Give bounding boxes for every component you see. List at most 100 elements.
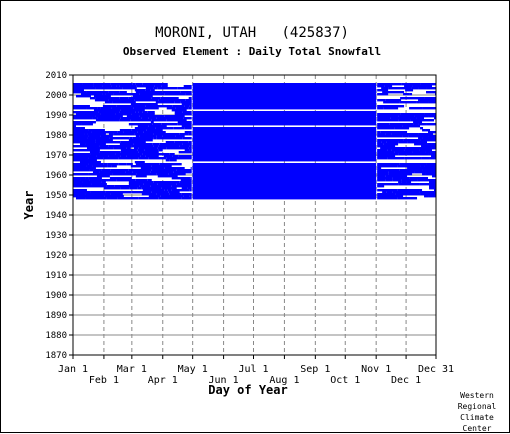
data-cell bbox=[102, 93, 106, 96]
data-cell bbox=[113, 147, 127, 150]
data-cell bbox=[73, 127, 81, 130]
data-cell bbox=[421, 157, 430, 160]
chart-subtitle: Observed Element : Daily Total Snowfall bbox=[123, 45, 381, 58]
data-cell bbox=[422, 169, 436, 172]
data-cell bbox=[88, 173, 113, 176]
data-cell bbox=[398, 153, 407, 156]
data-cell bbox=[192, 185, 377, 188]
y-tick-label: 1930 bbox=[45, 231, 67, 241]
data-cell bbox=[428, 135, 436, 138]
data-cell bbox=[108, 99, 135, 102]
data-cell bbox=[87, 137, 110, 140]
data-cell bbox=[116, 179, 136, 182]
data-cell bbox=[150, 171, 174, 174]
data-cell bbox=[434, 117, 436, 120]
data-cell bbox=[105, 93, 114, 96]
data-cell bbox=[158, 197, 182, 200]
data-cell bbox=[148, 195, 161, 198]
data-cell bbox=[97, 107, 101, 110]
data-cell bbox=[182, 143, 192, 146]
data-cell bbox=[406, 181, 412, 184]
data-cell bbox=[399, 169, 423, 172]
data-cell bbox=[429, 185, 436, 188]
data-cell bbox=[73, 135, 77, 138]
x-tick-label: Sep 1 bbox=[300, 364, 330, 375]
data-cell bbox=[131, 145, 154, 148]
data-cell bbox=[88, 129, 105, 132]
data-cell bbox=[73, 89, 84, 92]
data-cell bbox=[119, 129, 132, 132]
data-cell bbox=[377, 197, 398, 200]
data-cell bbox=[118, 163, 127, 166]
data-cell bbox=[389, 123, 414, 126]
data-cell bbox=[414, 115, 429, 118]
data-cell bbox=[377, 107, 384, 110]
data-cell bbox=[128, 183, 144, 186]
data-cell bbox=[192, 121, 377, 124]
data-cell bbox=[151, 191, 169, 194]
data-cell bbox=[192, 153, 377, 156]
data-cell bbox=[131, 129, 147, 132]
data-cell bbox=[183, 195, 190, 198]
data-cell bbox=[110, 169, 129, 172]
data-cell bbox=[398, 115, 415, 118]
data-cell bbox=[377, 169, 400, 172]
data-cell bbox=[73, 105, 90, 108]
data-cell bbox=[159, 163, 182, 166]
data-cell bbox=[180, 179, 192, 182]
data-cell bbox=[172, 105, 185, 108]
data-cell bbox=[105, 191, 132, 194]
data-cell bbox=[138, 151, 159, 154]
data-cell bbox=[86, 91, 109, 94]
data-cell bbox=[426, 163, 436, 166]
data-cell bbox=[173, 127, 185, 130]
data-cell bbox=[377, 193, 396, 196]
data-cell bbox=[431, 91, 436, 94]
data-cell bbox=[126, 163, 133, 166]
data-cell bbox=[418, 133, 434, 136]
data-cell bbox=[171, 109, 187, 112]
data-cell bbox=[391, 149, 405, 152]
data-cell bbox=[189, 189, 192, 192]
data-cell bbox=[412, 151, 426, 154]
data-cell bbox=[143, 131, 166, 134]
data-cell bbox=[424, 195, 429, 198]
data-cell bbox=[128, 139, 153, 142]
data-cell bbox=[142, 111, 148, 114]
data-cell bbox=[73, 165, 87, 168]
data-cell bbox=[189, 105, 192, 108]
data-cell bbox=[87, 133, 106, 136]
data-cell bbox=[140, 167, 165, 170]
data-cell bbox=[135, 135, 140, 138]
data-cell bbox=[73, 141, 96, 144]
data-cell bbox=[421, 145, 436, 148]
data-cell bbox=[192, 131, 377, 134]
data-cell bbox=[129, 137, 133, 140]
data-cell bbox=[110, 193, 123, 196]
data-cell bbox=[78, 195, 105, 198]
data-cell bbox=[422, 107, 436, 110]
data-cell bbox=[183, 117, 192, 120]
data-cell bbox=[388, 173, 413, 176]
data-cell bbox=[398, 183, 420, 186]
data-cell bbox=[135, 83, 143, 86]
data-cell bbox=[101, 169, 111, 172]
data-cell bbox=[163, 155, 173, 158]
data-cell bbox=[88, 135, 101, 138]
data-cell bbox=[397, 165, 421, 168]
data-cell bbox=[388, 87, 412, 90]
data-cell bbox=[118, 157, 139, 160]
data-cell bbox=[377, 105, 405, 108]
data-cell bbox=[108, 91, 120, 94]
data-cell bbox=[151, 165, 172, 168]
data-cell bbox=[410, 119, 435, 122]
data-cell bbox=[128, 169, 152, 172]
data-cell bbox=[401, 83, 421, 86]
data-cell bbox=[397, 189, 423, 192]
data-cell bbox=[90, 153, 116, 156]
data-cell bbox=[128, 123, 153, 126]
data-cell bbox=[386, 141, 399, 144]
data-cell bbox=[192, 115, 377, 118]
data-cell bbox=[76, 135, 89, 138]
data-cell bbox=[133, 143, 153, 146]
